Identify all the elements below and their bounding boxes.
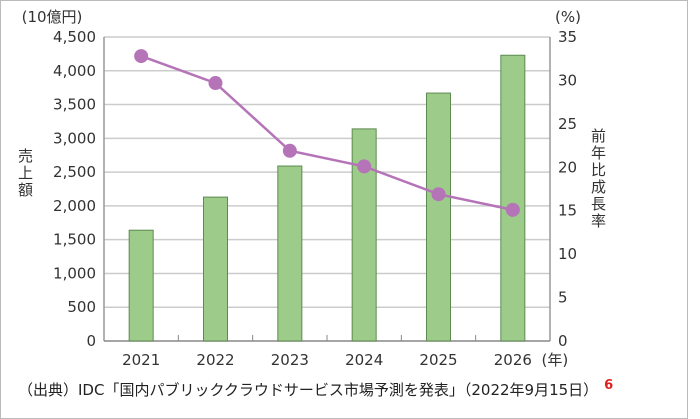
left-tick-label: 4,500 (53, 28, 96, 46)
footnote-marker: 6 (604, 378, 614, 393)
right-tick-label: 35 (558, 28, 577, 46)
growth-line (140, 54, 514, 212)
x-tick-label: 2021 (122, 351, 160, 369)
x-tick-label: 2026 (494, 351, 532, 369)
bar-2023 (277, 165, 303, 342)
right-axis-label: 前年比成長率 (589, 128, 607, 230)
left-tick-label: 3,000 (53, 129, 96, 147)
source-caption: （出典）IDC「国内パブリッククラウドサービス市場予測を発表」（2022年9月1… (18, 378, 613, 400)
right-tick-label: 30 (558, 71, 577, 89)
x-tick-label: 2023 (271, 351, 309, 369)
right-tick-label: 20 (558, 158, 577, 176)
right-axis-unit: (%) (555, 8, 581, 26)
left-tick-label: 1,000 (53, 264, 96, 282)
x-tick-label: 2025 (419, 351, 457, 369)
right-tick-label: 10 (558, 245, 577, 263)
left-tick-label: 2,000 (53, 197, 96, 215)
growth-point-2025 (431, 187, 446, 202)
right-tick-label: 0 (558, 332, 568, 350)
left-tick-label: 3,500 (53, 96, 96, 114)
left-axis-label: 売上額 (16, 148, 34, 199)
x-unit-label: (年) (541, 351, 568, 369)
growth-point-2026 (505, 202, 520, 217)
left-tick-label: 4,000 (53, 62, 96, 80)
x-tick-label: 2022 (196, 351, 234, 369)
right-tick-label: 5 (558, 289, 568, 307)
growth-point-2022 (208, 76, 223, 91)
left-axis-unit: (10億円) (22, 8, 83, 26)
right-tick-label: 15 (558, 202, 577, 220)
bar-2021 (128, 229, 154, 342)
growth-point-2024 (357, 159, 372, 174)
right-tick-label: 25 (558, 115, 577, 133)
bar-2025 (426, 92, 451, 342)
x-tick-label: 2024 (345, 351, 383, 369)
bar-2026 (500, 54, 526, 342)
bar-2022 (203, 196, 228, 342)
growth-point-2021 (134, 49, 149, 64)
left-tick-label: 1,500 (53, 231, 96, 249)
growth-point-2023 (282, 143, 297, 158)
left-tick-label: 500 (67, 298, 96, 316)
left-tick-label: 0 (86, 332, 96, 350)
left-tick-label: 2,500 (53, 163, 96, 181)
source-text: （出典）IDC「国内パブリッククラウドサービス市場予測を発表」（2022年9月1… (18, 381, 599, 399)
